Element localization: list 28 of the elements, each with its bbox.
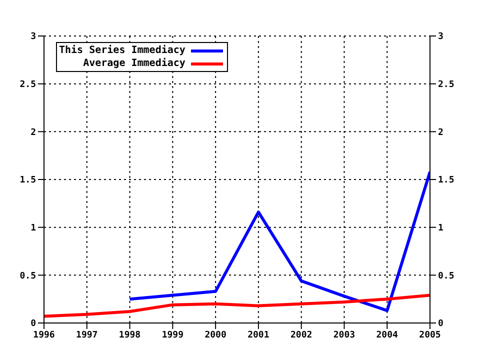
y-tick-label: 1 bbox=[30, 224, 36, 234]
y-tick-label: 2.5 bbox=[20, 80, 36, 90]
y2-tick-label: 2.5 bbox=[438, 80, 454, 90]
x-tick-label: 2005 bbox=[419, 330, 441, 340]
line-series bbox=[44, 294, 430, 318]
y-tick-label: 0 bbox=[30, 319, 36, 330]
x-tick-label: 1996 bbox=[33, 330, 55, 340]
legend-label: Average Immediacy bbox=[83, 57, 186, 70]
y2-tick-label: 1.5 bbox=[438, 176, 454, 186]
x-tick-label: 1999 bbox=[162, 330, 184, 340]
y-tick-label: 1.5 bbox=[20, 176, 36, 186]
y2-tick-label: 0 bbox=[438, 319, 444, 330]
line-series bbox=[128, 170, 430, 312]
y2-tick-label: 0.5 bbox=[438, 271, 454, 282]
x-tick-label: 2004 bbox=[376, 330, 399, 340]
y-tick-label: 0.5 bbox=[20, 271, 36, 282]
x-tick-label: 1998 bbox=[118, 330, 141, 340]
y-tick-label: 2 bbox=[30, 128, 36, 138]
x-tick-label: 2003 bbox=[333, 330, 356, 340]
y2-tick-label: 2 bbox=[438, 128, 444, 138]
y2-tick-label: 1 bbox=[438, 224, 444, 234]
x-tick-label: 1997 bbox=[76, 330, 98, 340]
x-tick-label: 2000 bbox=[204, 330, 226, 340]
x-tick-label: 2002 bbox=[290, 330, 312, 340]
y-tick-label: 3 bbox=[30, 32, 36, 42]
x-tick-label: 2001 bbox=[248, 330, 270, 340]
legend-label: This Series Immediacy bbox=[59, 44, 186, 57]
y2-tick-label: 3 bbox=[438, 32, 444, 42]
